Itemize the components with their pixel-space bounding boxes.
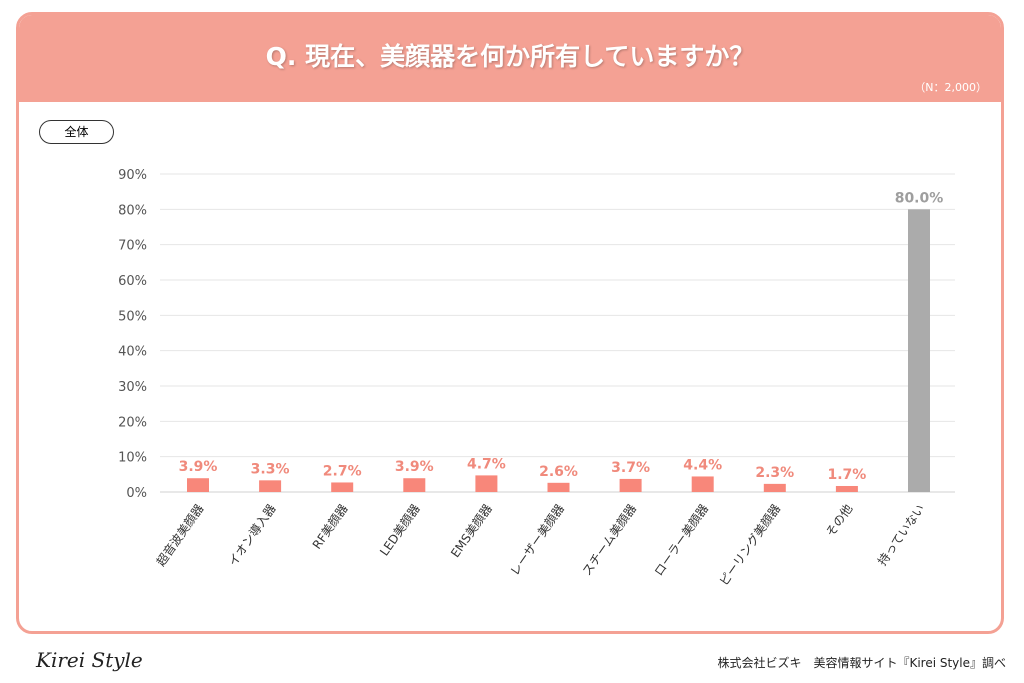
x-tick-label: EMS美顔器 <box>447 501 495 560</box>
x-tick-label: 超音波美顔器 <box>153 501 207 569</box>
y-tick-label: 50% <box>118 309 147 324</box>
y-tick-label: 90% <box>118 168 147 183</box>
bar <box>908 209 930 493</box>
x-tick-label: ローラー美顔器 <box>651 501 711 578</box>
y-tick-label: 20% <box>118 415 147 430</box>
y-tick-label: 60% <box>118 274 147 289</box>
bar <box>259 480 282 492</box>
y-tick-label: 70% <box>118 239 147 254</box>
data-label: 80.0% <box>895 190 944 206</box>
data-label: 3.7% <box>611 460 650 476</box>
x-tick-label: 持っていない <box>874 501 927 568</box>
bar <box>475 475 498 492</box>
x-tick-label: ピーリング美顔器 <box>716 501 783 588</box>
data-label: 4.7% <box>467 456 506 472</box>
y-tick-label: 10% <box>118 451 147 466</box>
bar <box>763 483 786 492</box>
y-tick-label: 30% <box>118 380 147 395</box>
bar <box>619 478 642 492</box>
x-tick-label: イオン導入器 <box>226 502 279 569</box>
segment-label: 全体 <box>39 120 114 144</box>
y-tick-label: 40% <box>118 345 147 360</box>
data-label: 1.7% <box>827 467 866 483</box>
y-tick-label: 80% <box>118 203 147 218</box>
x-tick-label: LED美顔器 <box>376 501 422 558</box>
source-credit: 株式会社ビズキ 美容情報サイト『Kirei Style』調べ <box>717 656 1006 670</box>
header-band: Q. 現在、美顔器を何か所有していますか？ （N：2,000） <box>19 15 1001 102</box>
bar <box>187 478 209 492</box>
data-label: 4.4% <box>683 457 722 473</box>
sample-size: （N：2,000） <box>914 81 987 94</box>
x-tick-label: レーザー美顔器 <box>507 501 567 578</box>
page-title: Q. 現在、美顔器を何か所有していますか？ <box>265 42 755 71</box>
data-label: 3.3% <box>251 461 290 477</box>
bar <box>547 482 570 492</box>
chart-card: Q. 現在、美顔器を何か所有していますか？ （N：2,000） 全体 <box>16 12 1004 634</box>
bar <box>835 485 858 492</box>
y-tick-label: 0% <box>126 486 147 501</box>
x-tick-label: その他 <box>823 502 855 540</box>
data-label: 2.3% <box>755 465 794 481</box>
x-tick-label: RF美顔器 <box>309 501 351 552</box>
data-label: 2.7% <box>323 463 362 479</box>
data-label: 3.9% <box>395 459 434 475</box>
brand-logo: Kirei Style <box>36 648 143 672</box>
bar <box>403 478 426 492</box>
data-label: 3.9% <box>179 459 218 475</box>
x-tick-label: スチーム美顔器 <box>579 501 639 578</box>
data-label: 2.6% <box>539 464 578 480</box>
bar <box>331 482 354 492</box>
bar <box>691 476 714 492</box>
